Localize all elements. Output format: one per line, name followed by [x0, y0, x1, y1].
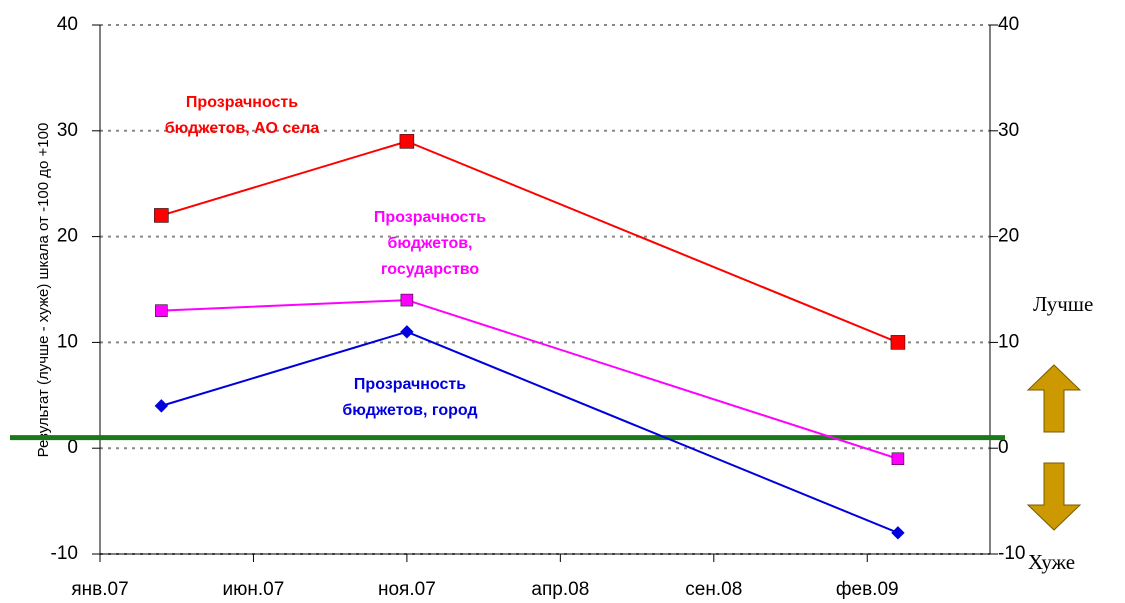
x-tick-label: сен.08	[685, 579, 742, 600]
series-label: Прозрачность бюджетов, АО села	[164, 94, 320, 137]
y2-tick-label: 40	[998, 14, 1019, 35]
marker	[890, 335, 906, 350]
up-arrow	[1026, 364, 1082, 433]
y-tick-label: 30	[57, 120, 78, 141]
y2-tick-label: 30	[998, 120, 1019, 141]
marker	[399, 134, 415, 149]
marker	[891, 452, 905, 466]
x-tick-label: апр.08	[531, 579, 589, 600]
marker	[155, 304, 168, 317]
y2-tick-label: -10	[998, 543, 1025, 564]
worse-label: Хуже	[1028, 550, 1075, 574]
y-tick-label: -10	[51, 543, 78, 564]
x-tick-label: ноя.07	[378, 579, 436, 600]
y-tick-label: 10	[57, 331, 78, 352]
marker	[891, 526, 905, 540]
series-line	[161, 140, 899, 344]
y2-tick-label: 20	[998, 226, 1019, 247]
marker	[154, 208, 169, 223]
x-tick-label: фев.09	[836, 579, 899, 600]
y-axis-label: Результат (лучше - хуже) шкала от -100 д…	[35, 123, 52, 458]
better-label: Лучше	[1033, 292, 1093, 316]
series-label: Прозрачность бюджетов, государство	[373, 209, 487, 278]
y2-tick-label: 0	[998, 437, 1009, 458]
marker	[400, 325, 414, 339]
marker	[154, 399, 169, 413]
x-tick-label: июн.07	[223, 579, 285, 600]
y-tick-label: 40	[57, 14, 78, 35]
marker	[400, 293, 414, 307]
x-tick-label: янв.07	[71, 579, 128, 600]
y2-tick-label: 10	[998, 331, 1019, 352]
series-line	[161, 299, 899, 460]
series-line	[161, 330, 899, 534]
series-label: Прозрачность бюджетов, город	[342, 376, 478, 419]
down-arrow	[1026, 462, 1082, 531]
y-tick-label: 0	[67, 437, 78, 458]
y-tick-label: 20	[57, 226, 78, 247]
